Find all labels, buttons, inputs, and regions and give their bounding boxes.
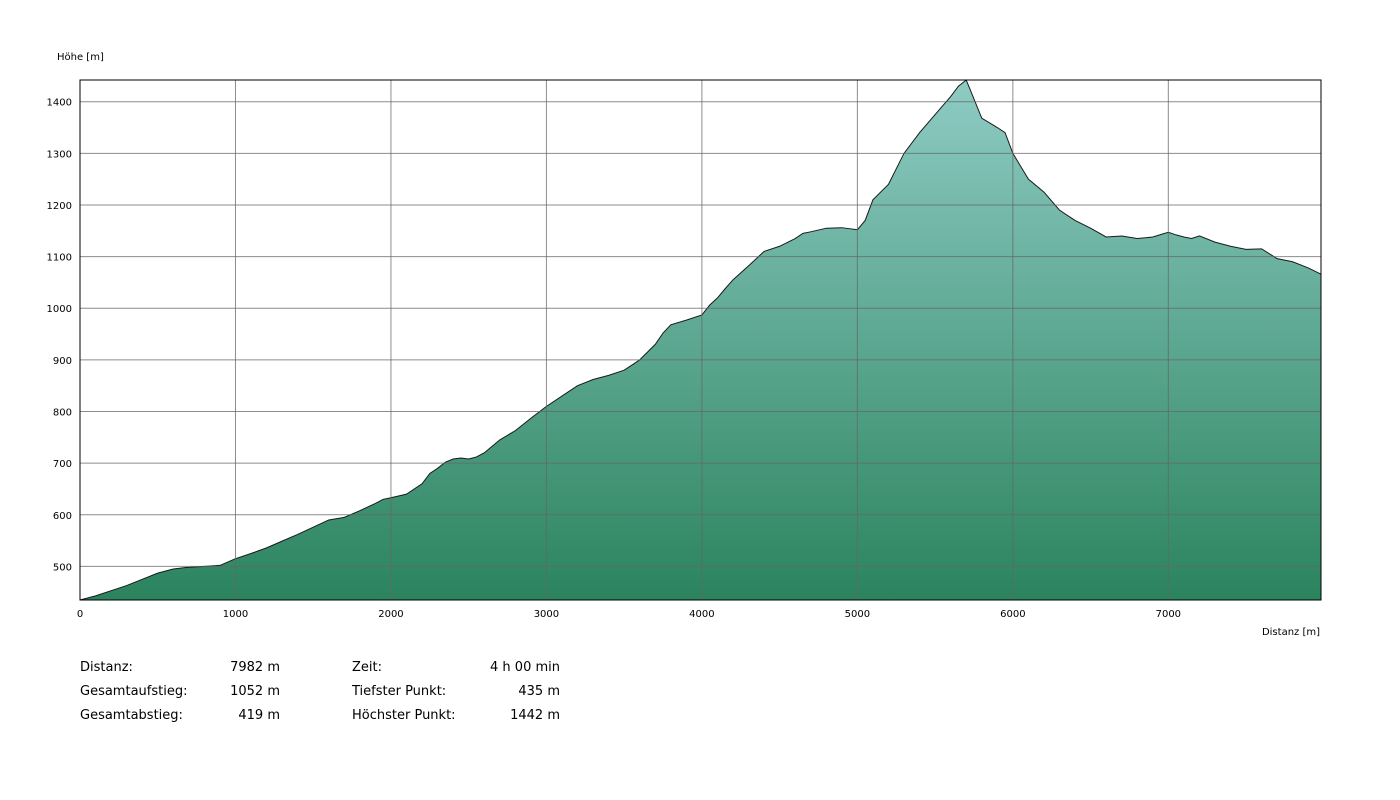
plot-frame [79, 79, 1322, 601]
y-tick-label: 1100 [47, 253, 72, 264]
elevation-area-0 [80, 80, 1321, 600]
x-tick-label: 1000 [223, 609, 248, 620]
stat-value-total-descent: 419 m [238, 708, 280, 723]
y-tick-label: 600 [53, 511, 72, 522]
x-axis-label: Distanz [m] [1262, 627, 1320, 638]
y-tick-label: 900 [53, 356, 72, 367]
x-tick-label: 2000 [378, 609, 403, 620]
stat-value-distance: 7982 m [230, 660, 280, 675]
y-tick-label: 1000 [47, 304, 72, 315]
y-tick-label: 1300 [47, 149, 72, 160]
x-tick-label: 5000 [845, 609, 870, 620]
x-tick-label: 6000 [1000, 609, 1025, 620]
stat-value-highest-point: 1442 m [510, 708, 560, 723]
stat-value-lowest-point: 435 m [518, 684, 560, 699]
y-tick-label: 700 [53, 459, 72, 470]
elevation-line-0 [79, 79, 1322, 601]
stat-label-highest-point: Höchster Punkt: [352, 708, 456, 723]
y-tick-label: 500 [53, 562, 72, 573]
stat-value-total-ascent: 1052 m [230, 684, 280, 699]
y-tick-label: 800 [53, 408, 72, 419]
x-tick-label: 3000 [534, 609, 559, 620]
stat-value-time: 4 h 00 min [490, 660, 560, 675]
y-axis-label: Höhe [m] [57, 52, 104, 63]
stat-label-lowest-point: Tiefster Punkt: [352, 684, 447, 699]
x-tick-label: 7000 [1156, 609, 1181, 620]
y-tick-label: 1400 [47, 98, 72, 109]
y-tick-label: 1200 [47, 201, 72, 212]
stat-label-distance: Distanz: [80, 660, 133, 675]
x-tick-label: 4000 [689, 609, 714, 620]
x-tick-label: 0 [77, 609, 83, 620]
stat-label-time: Zeit: [352, 660, 382, 675]
stat-label-total-descent: Gesamtabstieg: [80, 708, 183, 723]
stat-label-total-ascent: Gesamtaufstieg: [80, 684, 188, 699]
